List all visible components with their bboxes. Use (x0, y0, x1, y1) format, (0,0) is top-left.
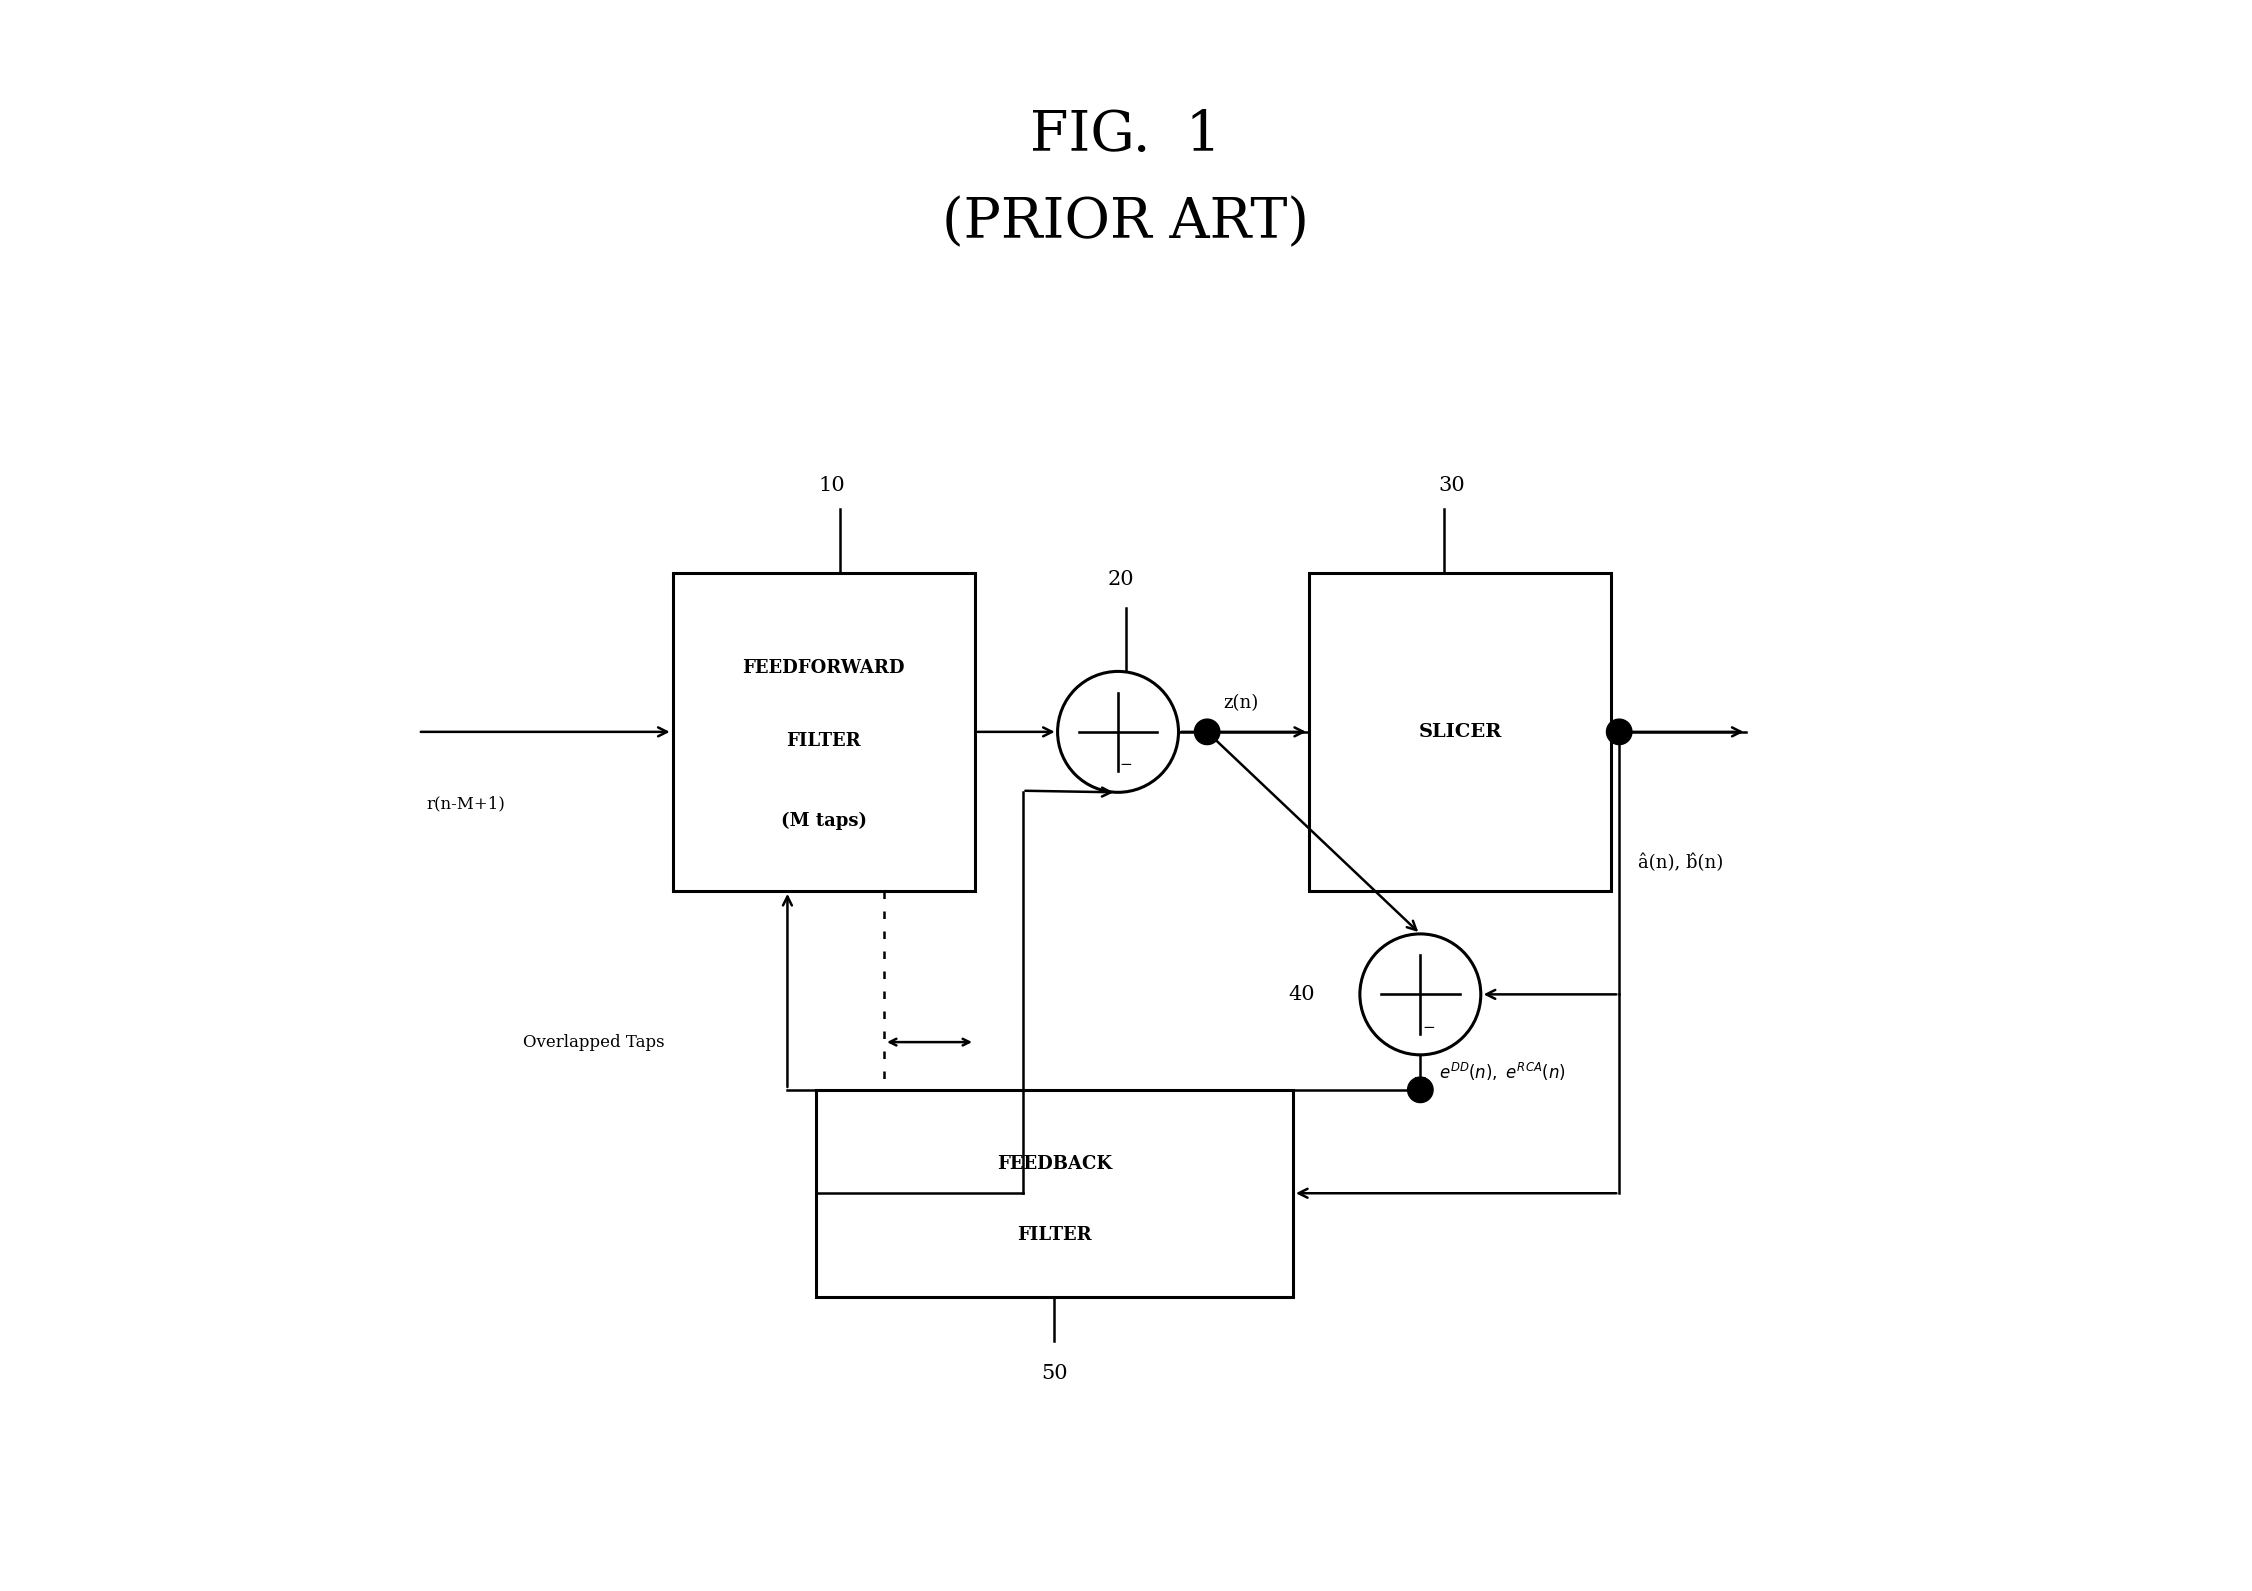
Text: FEEDBACK: FEEDBACK (998, 1155, 1112, 1173)
Bar (673, 573, 975, 891)
Text: $e^{DD}(n),\ e^{RCA}(n)$: $e^{DD}(n),\ e^{RCA}(n)$ (1439, 1061, 1565, 1083)
Text: â(n), b̂(n): â(n), b̂(n) (1637, 854, 1723, 872)
Circle shape (1408, 1077, 1432, 1103)
Circle shape (1606, 719, 1633, 745)
Text: r(n-M+1): r(n-M+1) (426, 796, 504, 813)
Text: (PRIOR ART): (PRIOR ART) (944, 196, 1308, 250)
Text: 30: 30 (1439, 476, 1466, 495)
Text: −: − (1421, 1021, 1435, 1034)
Text: FILTER: FILTER (786, 732, 860, 751)
Text: (M taps): (M taps) (781, 811, 867, 831)
Text: 40: 40 (1288, 985, 1315, 1004)
Text: 50: 50 (1040, 1363, 1067, 1383)
Text: SLICER: SLICER (1419, 722, 1502, 741)
Text: FILTER: FILTER (1018, 1225, 1092, 1244)
Text: −: − (1119, 759, 1133, 772)
Text: z(n): z(n) (1223, 694, 1259, 713)
Bar (1308, 573, 1610, 891)
Text: FEEDFORWARD: FEEDFORWARD (743, 659, 905, 678)
Text: Overlapped Taps: Overlapped Taps (522, 1034, 664, 1050)
Circle shape (1194, 719, 1221, 745)
Text: FIG.  1: FIG. 1 (1031, 108, 1221, 162)
Bar (815, 1090, 1293, 1297)
Text: 20: 20 (1108, 570, 1135, 589)
Text: 10: 10 (817, 476, 844, 495)
